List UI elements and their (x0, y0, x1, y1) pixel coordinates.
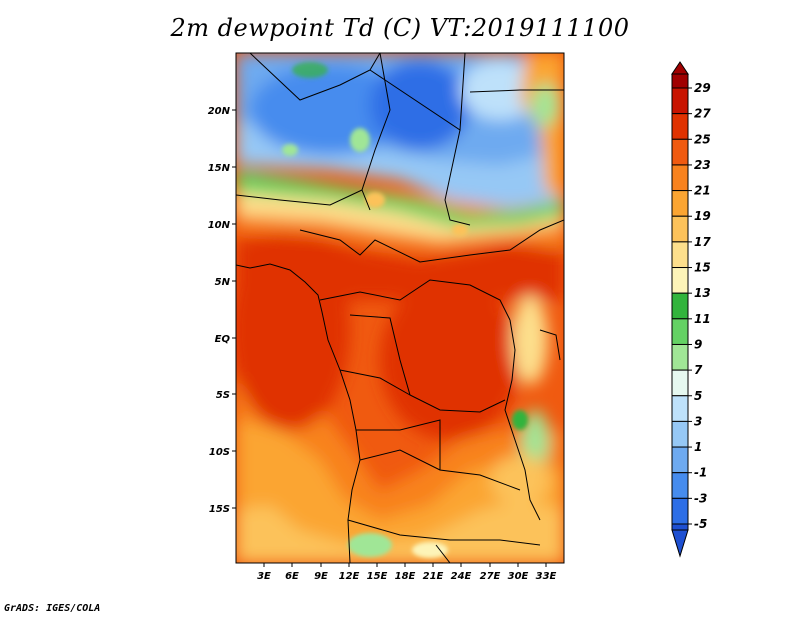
lat-label: 5S (216, 390, 230, 401)
colorbar-label: 9 (694, 337, 702, 351)
colorbar-bin (671, 369, 689, 397)
lat-label: 5N (215, 277, 231, 288)
lon-label: 33E (536, 571, 557, 582)
colorbar-label: -5 (694, 517, 707, 531)
dewpoint-field (236, 53, 564, 563)
colorbar-label: 29 (694, 81, 711, 95)
colorbar-label: -1 (694, 466, 707, 480)
lat-label: 15N (208, 163, 231, 174)
colorbar-bin (671, 241, 689, 269)
lon-label: 21E (423, 571, 444, 582)
colorbar-bin (671, 523, 689, 531)
lon-label: 3E (257, 571, 271, 582)
colorbar-label: 27 (694, 107, 711, 121)
colorbar-bin (671, 113, 689, 140)
lat-label: 10N (208, 220, 231, 231)
colorbar-label: 11 (694, 312, 711, 326)
colorbar-bin (671, 190, 689, 217)
colorbar-bin (671, 446, 689, 474)
lat-label: 15S (209, 504, 230, 515)
lat-label: 20N (208, 106, 231, 117)
colorbar-bottom-arrow (671, 529, 689, 558)
colorbar-bin (671, 472, 689, 499)
colorbar-label: 19 (694, 209, 711, 223)
lat-label: EQ (215, 334, 231, 345)
lat-label: 10S (209, 447, 230, 458)
lon-label: 24E (451, 571, 472, 582)
colorbar-label: 17 (694, 235, 711, 249)
colorbar-bin (671, 420, 689, 448)
colorbar-label: 5 (694, 389, 702, 403)
lon-label: 9E (314, 571, 328, 582)
colorbar-top-arrow (671, 61, 689, 75)
lon-label: 6E (285, 571, 299, 582)
colorbar-label: 13 (694, 286, 711, 300)
colorbar-bin (671, 138, 689, 166)
colorbar-label: 7 (694, 363, 703, 377)
lon-label: 15E (367, 571, 388, 582)
colorbar-bin (671, 73, 689, 89)
colorbar-bin (671, 87, 689, 115)
footer-credit: GrADS: IGES/COLA (4, 603, 101, 614)
colorbar-label: 3 (694, 414, 702, 428)
map-frame (235, 52, 565, 564)
country-borders (236, 53, 564, 563)
colorbar-bin (671, 292, 689, 320)
lon-ticks (263, 563, 547, 567)
colorbar-bin (671, 497, 689, 525)
colorbar-bin (671, 215, 689, 243)
colorbar: 29 27 25 23 21 19 17 15 13 11 9 7 5 3 1 -1 -3 -5 (671, 61, 711, 558)
colorbar-bin (671, 164, 689, 192)
colorbar-label: -3 (694, 491, 707, 505)
lon-label: 30E (508, 571, 529, 582)
colorbar-label: 25 (694, 132, 711, 146)
colorbar-label: 15 (694, 261, 711, 275)
colorbar-bin (671, 343, 689, 371)
colorbar-bin (671, 395, 689, 422)
colorbar-label: 21 (694, 184, 711, 198)
colorbar-bin (671, 318, 689, 345)
colorbar-label: 23 (694, 158, 711, 172)
lon-label: 18E (395, 571, 416, 582)
colorbar-label: 1 (694, 440, 702, 454)
lon-label: 27E (480, 571, 501, 582)
map-title: 2m dewpoint Td (C) VT:2019111100 (170, 14, 630, 42)
colorbar-bin (671, 267, 689, 294)
lat-ticks (232, 109, 236, 509)
lon-label: 12E (339, 571, 360, 582)
